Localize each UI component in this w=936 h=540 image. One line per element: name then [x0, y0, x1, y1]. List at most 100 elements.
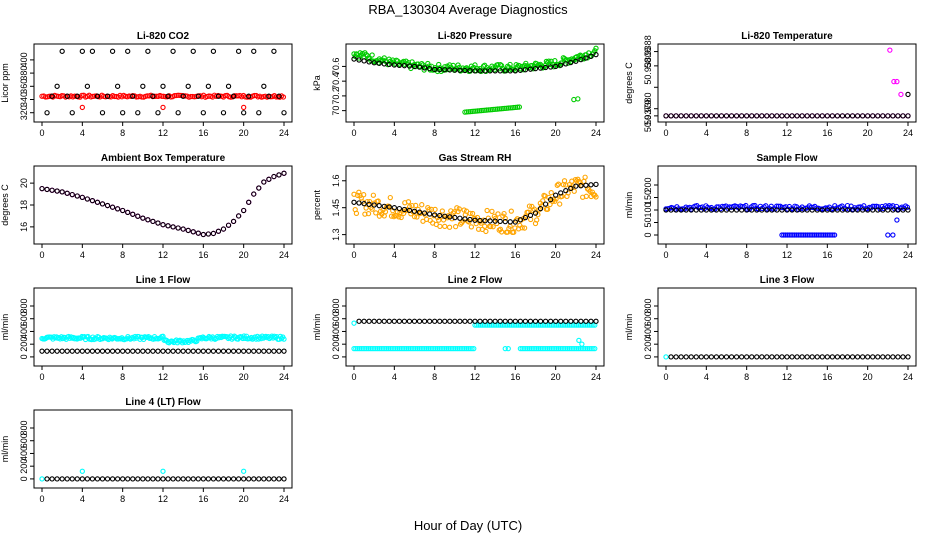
data-point: [754, 354, 760, 360]
data-point: [472, 217, 478, 223]
data-point: [276, 172, 282, 178]
data-point: [502, 345, 508, 352]
data-point: [784, 207, 790, 213]
data-point: [150, 476, 156, 482]
data-point: [530, 345, 536, 352]
data-point: [678, 207, 684, 213]
data-point: [809, 354, 815, 360]
data-point: [900, 207, 906, 213]
data-point: [373, 345, 379, 352]
data-point: [416, 318, 423, 324]
data-point: [844, 354, 851, 360]
data-point: [713, 354, 720, 360]
y-tick-label: 600: [331, 311, 341, 326]
data-point: [854, 113, 861, 119]
data-point: [557, 345, 563, 352]
y-tick-label: 600: [19, 433, 29, 448]
data-point: [542, 318, 549, 324]
data-point: [508, 208, 514, 214]
y-tick-label: 0: [331, 354, 341, 359]
data-point: [512, 68, 518, 74]
data-point: [554, 345, 560, 352]
data-point: [887, 47, 893, 53]
data-point: [145, 348, 151, 354]
data-point: [588, 318, 594, 324]
data-point: [575, 345, 582, 352]
data-point: [530, 322, 536, 328]
data-point: [794, 207, 800, 213]
data-point: [175, 110, 181, 116]
data-point: [534, 345, 540, 352]
data-point: [446, 224, 453, 230]
data-point: [44, 110, 50, 116]
data-point: [401, 206, 408, 213]
data-point: [99, 476, 106, 482]
data-point: [485, 322, 491, 328]
data-point: [578, 318, 584, 324]
data-point: [713, 207, 720, 213]
data-point: [532, 65, 539, 72]
data-point: [376, 345, 383, 352]
data-point: [532, 318, 539, 324]
x-tick-label: 8: [120, 372, 125, 382]
data-point: [155, 110, 161, 116]
plot-frame: [657, 43, 917, 123]
data-point: [576, 337, 582, 344]
data-point: [781, 232, 787, 238]
data-point: [880, 207, 886, 213]
series-cyan-0: [39, 468, 247, 482]
y-tick-label: 400: [643, 324, 653, 339]
data-point: [516, 104, 523, 110]
data-point: [784, 354, 790, 360]
y-axis-label: Licor ppm: [0, 63, 10, 103]
data-point: [173, 337, 179, 343]
data-point: [39, 476, 45, 482]
data-point: [880, 113, 886, 119]
data-point: [79, 468, 85, 474]
data-point: [894, 217, 900, 223]
data-point: [381, 55, 387, 61]
data-point: [185, 83, 191, 89]
data-point: [426, 318, 433, 324]
data-point: [528, 345, 534, 352]
data-point: [423, 345, 430, 352]
data-point: [371, 318, 377, 324]
data-point: [573, 58, 579, 64]
data-point: [527, 318, 534, 324]
data-point: [400, 345, 406, 352]
data-point: [215, 476, 222, 482]
x-tick-label: 20: [551, 250, 561, 260]
data-point: [477, 68, 483, 74]
data-point: [49, 187, 55, 193]
data-point: [543, 58, 550, 65]
data-point: [401, 63, 408, 69]
data-point: [140, 476, 146, 482]
panel-p9: Line 3 Flow ml/min 0 4 8 12 16 20 24 0 20040060080…: [624, 275, 917, 382]
data-point: [799, 354, 805, 360]
panel-p10: Line 4 (LT) Flow ml/min 0 4 8 12 16 20 24 0 200400…: [0, 397, 293, 504]
data-point: [411, 318, 418, 324]
data-point: [885, 207, 891, 213]
data-point: [220, 110, 227, 116]
data-point: [416, 209, 423, 215]
y-tick-label: 360: [19, 79, 29, 94]
data-point: [571, 188, 577, 194]
data-point: [497, 318, 503, 324]
data-point: [396, 345, 403, 352]
data-point: [246, 93, 252, 99]
data-point: [452, 67, 458, 73]
y-tick-label: 1.3: [331, 228, 341, 241]
data-point: [733, 354, 740, 360]
data-point: [411, 63, 418, 70]
x-tick-label: 0: [351, 250, 356, 260]
data-point: [460, 345, 466, 352]
data-point: [824, 354, 830, 360]
data-point: [477, 318, 483, 324]
data-point: [437, 66, 443, 73]
data-point: [64, 476, 70, 482]
data-point: [469, 210, 476, 217]
data-point: [230, 476, 237, 482]
data-point: [447, 318, 453, 324]
data-point: [281, 170, 287, 176]
data-point: [197, 335, 204, 341]
